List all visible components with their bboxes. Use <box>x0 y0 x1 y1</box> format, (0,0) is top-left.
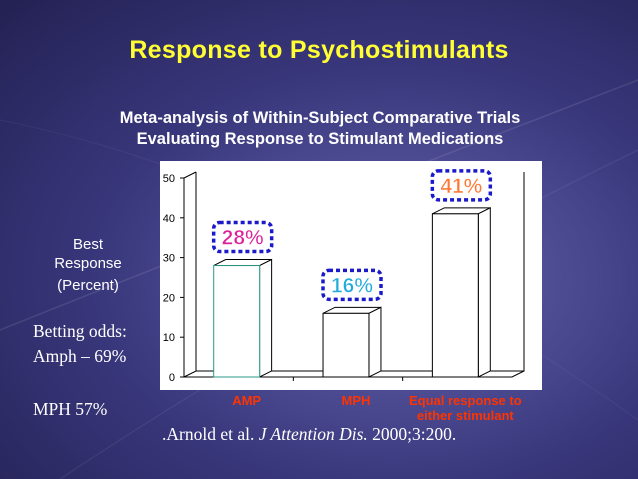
citation-authors: .Arnold et al. <box>162 424 259 444</box>
subtitle-line-1: Meta-analysis of Within-Subject Comparat… <box>119 109 521 127</box>
chart-subtitle: Meta-analysis of Within-Subject Comparat… <box>40 108 600 150</box>
citation-journal: J Attention Dis. <box>258 424 368 444</box>
y-axis-label-line-2: Response <box>54 255 122 272</box>
y-axis-label-line-1: Best <box>72 236 103 253</box>
bar-side-face <box>259 258 273 378</box>
citation: .Arnold et al. J Attention Dis. 2000;3:2… <box>162 424 456 445</box>
bar-side-face <box>368 306 382 378</box>
bar-front-face <box>431 213 479 378</box>
citation-details: 2000;3:200. <box>367 424 457 444</box>
bar-front-face <box>213 265 261 378</box>
betting-odds-heading: Betting odds: <box>33 321 127 341</box>
x-category-label: Equal response to <box>409 393 522 408</box>
betting-odds-mph: MPH 57% <box>33 399 108 419</box>
y-tick-label: 0 <box>169 372 175 384</box>
data-label-box <box>211 220 274 254</box>
bar <box>322 306 382 378</box>
y-axis-label-line-3: (Percent) <box>57 277 119 294</box>
subtitle-line-2: Evaluating Response to Stimulant Medicat… <box>136 130 504 148</box>
x-category-label: AMP <box>232 393 261 408</box>
y-tick-label: 30 <box>163 253 175 265</box>
y-tick-label: 50 <box>163 173 175 185</box>
betting-odds-amph: Amph – 69% <box>33 346 127 366</box>
x-category-label: either stimulant <box>417 408 514 423</box>
y-tick-label: 20 <box>163 292 175 304</box>
bar-front-face <box>322 312 370 378</box>
bar <box>431 207 491 378</box>
data-label-box <box>321 268 383 302</box>
data-label: 41% <box>440 175 482 198</box>
data-label: 16% <box>331 274 373 297</box>
bar-side-face <box>477 207 491 378</box>
bar <box>213 258 273 378</box>
data-label: 28% <box>222 227 264 250</box>
y-axis-top-edge <box>183 171 197 179</box>
data-label-box <box>430 169 493 202</box>
y-tick-label: 40 <box>163 213 175 225</box>
slide-title: Response to Psychostimulants <box>129 36 509 64</box>
y-tick-label: 10 <box>163 332 175 344</box>
x-category-label: MPH <box>342 393 371 408</box>
